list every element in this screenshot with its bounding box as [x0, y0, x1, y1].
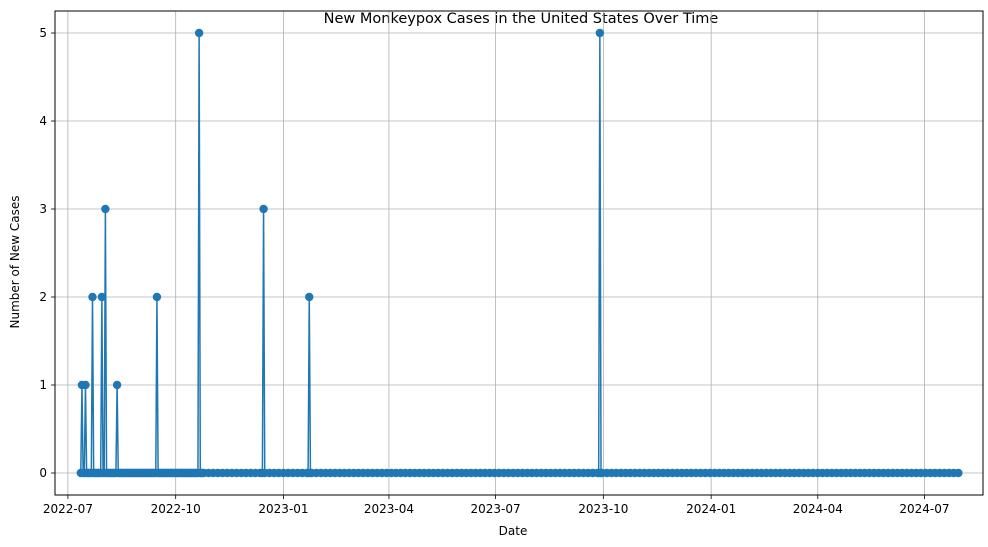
data-point [101, 204, 110, 214]
data-point [112, 380, 122, 390]
series-new-cases [76, 28, 963, 478]
data-point [194, 28, 204, 38]
data-point [259, 204, 268, 214]
y-tick-label: 5 [39, 26, 47, 40]
y-tick-label: 4 [39, 114, 47, 128]
y-tick-label: 3 [39, 202, 47, 216]
x-tick-label: 2022-10 [151, 502, 201, 516]
series-line [80, 32, 959, 474]
y-axis-ticks: 0 1 2 3 4 5 [39, 26, 55, 480]
y-tick-label: 1 [39, 378, 47, 392]
data-point [305, 292, 314, 302]
chart-title: New Monkeypox Cases in the United States… [324, 11, 719, 27]
y-tick-label: 2 [39, 290, 47, 304]
y-tick-label: 0 [39, 466, 47, 480]
data-point [954, 468, 963, 478]
x-tick-label: 2024-07 [899, 502, 949, 516]
grid [55, 11, 983, 495]
x-tick-label: 2023-10 [578, 502, 628, 516]
x-tick-label: 2022-07 [43, 502, 93, 516]
x-axis-title: Date [499, 524, 528, 538]
y-axis-title: Number of New Cases [8, 195, 22, 328]
x-axis-ticks: 2022-07 2022-10 2023-01 2023-04 2023-07 2023-… [43, 495, 949, 516]
x-tick-label: 2023-01 [258, 502, 308, 516]
data-point [97, 292, 107, 302]
data-point [595, 28, 605, 38]
x-tick-label: 2023-04 [364, 502, 414, 516]
x-tick-label: 2024-04 [793, 502, 843, 516]
x-tick-label: 2024-01 [686, 502, 736, 516]
data-point [88, 292, 97, 302]
data-point [152, 292, 162, 302]
plot-frame [54, 10, 984, 496]
data-point [81, 380, 90, 390]
x-tick-label: 2023-07 [470, 502, 520, 516]
